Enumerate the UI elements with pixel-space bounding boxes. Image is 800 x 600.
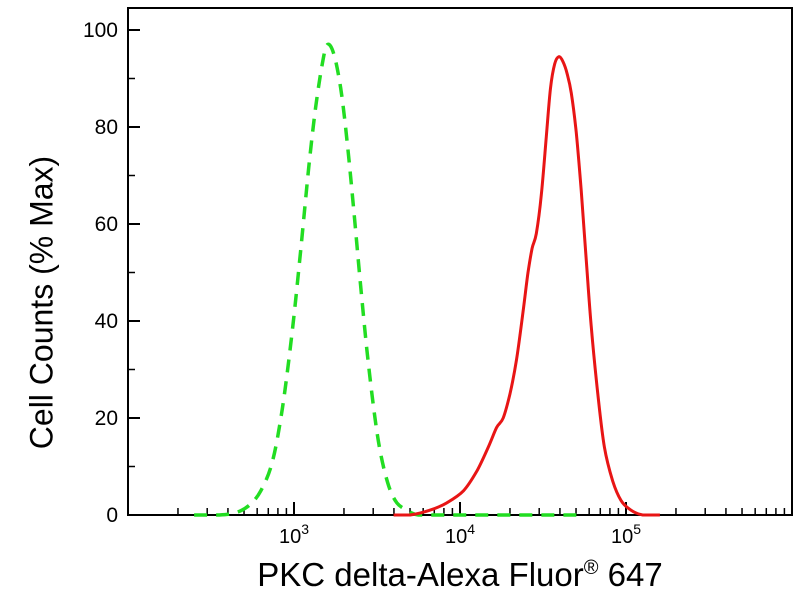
y-axis: 0 20 40 60 80 100 xyxy=(83,19,140,527)
x-axis-title-tail: 647 xyxy=(598,556,663,593)
registered-trademark-symbol: ® xyxy=(583,557,599,579)
x-tick-label: 103 xyxy=(279,521,309,548)
y-tick-label: 20 xyxy=(95,407,118,430)
x-axis: 103 104 105 xyxy=(177,502,786,548)
plot-border xyxy=(127,7,793,516)
series-group xyxy=(194,42,660,517)
x-axis-title: PKC delta-Alexa Fluor® 647 xyxy=(128,556,792,594)
y-tick-label: 0 xyxy=(106,504,118,527)
y-tick-label: 100 xyxy=(83,19,118,42)
y-axis-title: Cell Counts (% Max) xyxy=(23,155,60,450)
y-tick-label: 80 xyxy=(95,116,118,139)
y-tick-label: 40 xyxy=(95,310,118,333)
x-axis-title-main: PKC delta-Alexa Fluor xyxy=(257,556,584,593)
x-tick-label: 105 xyxy=(611,521,641,548)
series-red_solid_pkc_delta xyxy=(393,55,660,517)
x-tick-label: 104 xyxy=(445,521,475,548)
y-tick-label: 60 xyxy=(95,213,118,236)
